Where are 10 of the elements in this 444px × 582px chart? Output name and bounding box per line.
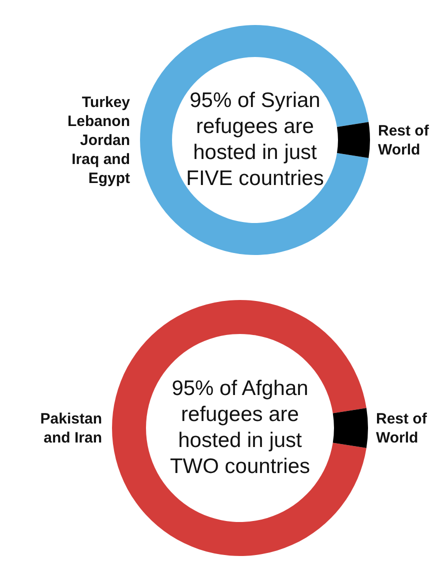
slice-label: Rest of World	[376, 410, 428, 446]
slice-label: Rest of World	[378, 122, 430, 158]
slice-label: Pakistan and Iran	[40, 410, 102, 446]
donut-slice	[336, 122, 370, 158]
text: 95% of Syrian refugees are hosted in just FIVE countries	[186, 89, 324, 190]
donut-slice	[140, 25, 369, 255]
donut-slice	[332, 408, 368, 448]
text: 95% of Afghan refugees are hosted in just TWO countries	[170, 377, 310, 478]
slice-label: Turkey Lebanon Jordan Iraq and Egypt	[68, 94, 131, 187]
donut-slice	[112, 300, 366, 556]
